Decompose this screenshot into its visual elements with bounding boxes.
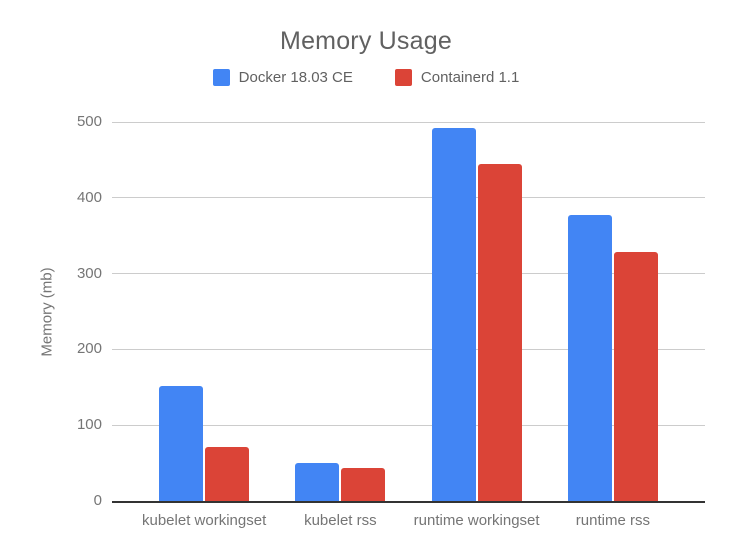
bar-runtime-workingset-containerd-1-1 (477, 164, 522, 501)
gridline-500 (112, 121, 705, 123)
bar-runtime-workingset-docker-18-03-ce (431, 128, 476, 501)
bar-runtime-rss-containerd-1-1 (613, 252, 658, 501)
plot-area (112, 121, 705, 503)
bar-kubelet-rss-containerd-1-1 (341, 468, 386, 501)
legend-swatch-containerd (394, 69, 412, 86)
bar-kubelet-workingset-containerd-1-1 (205, 447, 250, 501)
y-tick-100: 100 (76, 416, 102, 434)
gridline-300 (112, 273, 705, 275)
y-tick-200: 200 (76, 340, 102, 358)
y-tick-300: 300 (76, 264, 102, 282)
legend-label-containerd: Containerd 1.1 (420, 69, 520, 86)
gridline-400 (112, 197, 705, 199)
legend-item-containerd: Containerd 1.1 (394, 69, 520, 86)
x-label-runtime-rss: runtime rss (575, 512, 650, 529)
x-label-kubelet-workingset: kubelet workingset (142, 512, 267, 529)
bar-runtime-rss-docker-18-03-ce (567, 215, 612, 501)
x-label-kubelet-rss: kubelet rss (304, 512, 377, 529)
x-label-runtime-workingset: runtime workingset (413, 512, 540, 529)
y-tick-500: 500 (76, 113, 102, 130)
y-tick-400: 400 (76, 188, 102, 206)
legend: Docker 18.03 CE Containerd 1.1 (0, 69, 732, 86)
legend-item-docker: Docker 18.03 CE (212, 69, 353, 86)
gridline-200 (112, 348, 705, 350)
y-tick-0: 0 (93, 492, 102, 509)
chart-title: Memory Usage (280, 27, 452, 55)
gridline-100 (112, 424, 705, 426)
y-axis-title: Memory (mb) (38, 267, 56, 357)
legend-swatch-docker (212, 69, 230, 86)
bar-kubelet-rss-docker-18-03-ce (295, 463, 340, 501)
legend-label-docker: Docker 18.03 CE (238, 69, 353, 86)
bar-kubelet-workingset-docker-18-03-ce (159, 385, 204, 501)
